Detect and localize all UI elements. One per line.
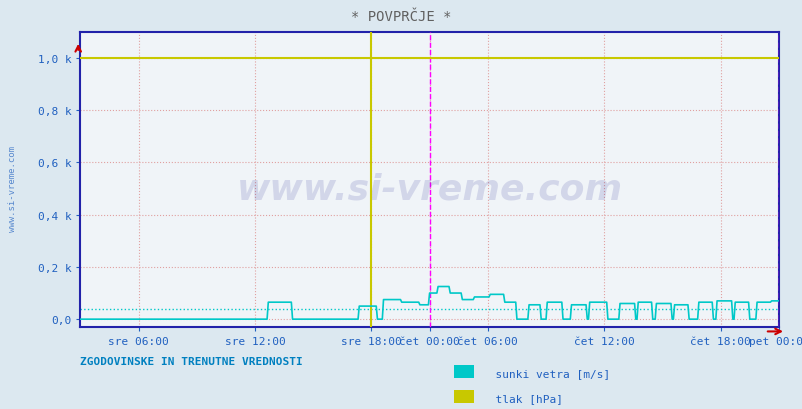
Text: ZGODOVINSKE IN TRENUTNE VREDNOSTI: ZGODOVINSKE IN TRENUTNE VREDNOSTI bbox=[80, 356, 302, 366]
Text: tlak [hPa]: tlak [hPa] bbox=[481, 393, 562, 402]
Text: * POVPRČJE *: * POVPRČJE * bbox=[350, 10, 452, 24]
Text: www.si-vreme.com: www.si-vreme.com bbox=[7, 145, 17, 231]
Text: sunki vetra [m/s]: sunki vetra [m/s] bbox=[481, 368, 610, 378]
Text: www.si-vreme.com: www.si-vreme.com bbox=[237, 172, 622, 206]
